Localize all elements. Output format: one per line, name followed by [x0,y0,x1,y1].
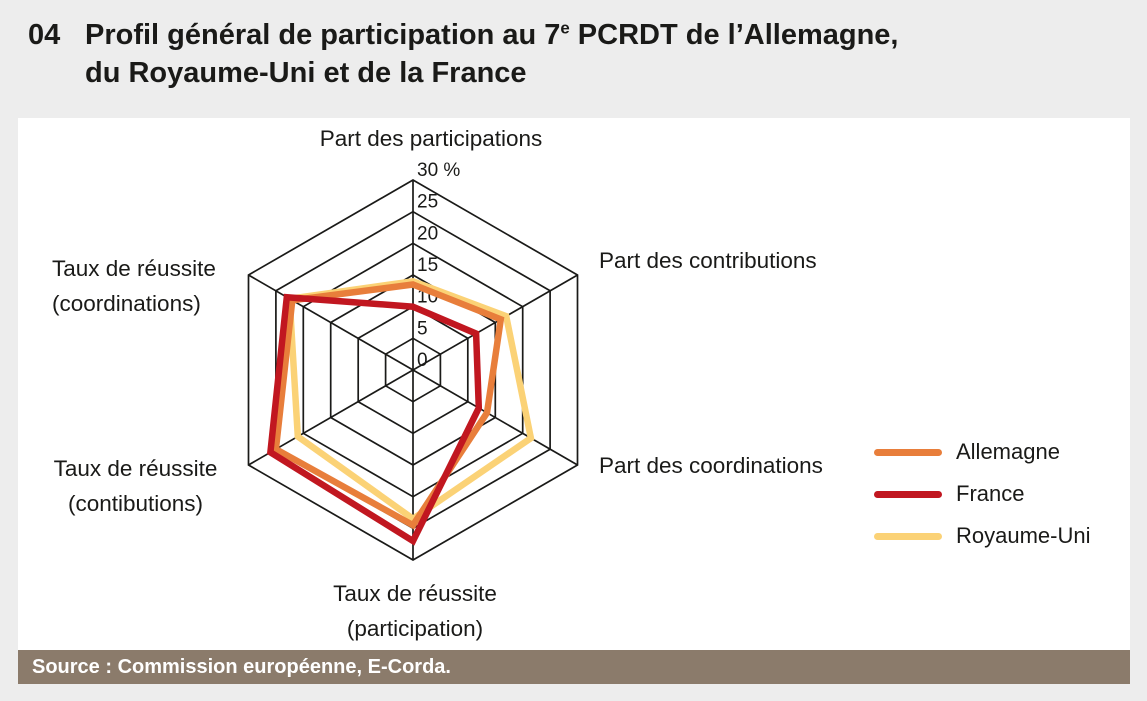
legend-swatch-royaume-uni [874,532,942,540]
figure-number: 04 [28,19,61,51]
legend-label-france: France [956,481,1025,506]
legend: Allemagne France Royaume-Uni [874,438,1091,550]
legend-item-allemagne: Allemagne [874,438,1091,466]
legend-label-allemagne: Allemagne [956,439,1060,464]
axis-label-part-participations: Part des participations [319,126,543,151]
source-bar: Source : Commission européenne, E-Corda. [18,650,1130,684]
legend-item-royaume-uni: Royaume-Uni [874,522,1091,550]
tick-label-30%: 30 % [417,160,460,181]
tick-label-25: 25 [417,192,438,213]
tick-label-20: 20 [417,223,438,244]
figure-title: 04 Profil général de participation au 7e… [28,16,898,92]
superscript-e: e [560,18,570,38]
figure-title-text: Profil général de participation au 7e PC… [85,16,898,92]
chart-panel: 0 5 10 15 20 25 30 % Part des participations P… [18,118,1130,650]
figure-title-line1: Profil général de participation au 7e PC… [85,18,899,51]
figure-title-line2: du Royaume-Uni et de la France [85,57,527,89]
legend-swatch-allemagne [874,448,942,456]
tick-label-0: 0 [417,350,428,371]
tick-label-5: 5 [417,318,428,339]
axis-label-taux-contributions: Taux de réussite (contibutions) [53,456,218,516]
axis-label-taux-participation: Taux de réussite (participation) [333,581,497,641]
legend-label-royaume-uni: Royaume-Uni [956,523,1091,548]
axis-label-taux-coordinations: Taux de réussite (coordinations) [52,256,216,316]
series-france [266,293,483,546]
legend-item-france: France [874,480,1091,508]
axis-label-part-coordinations: Part des coordinations [599,453,823,478]
tick-label-15: 15 [417,255,438,276]
source-text: Source : Commission européenne, E-Corda. [32,655,451,678]
axis-line-2 [248,274,578,466]
axis-label-part-contributions: Part des contributions [599,248,817,273]
legend-swatch-france [874,490,942,498]
